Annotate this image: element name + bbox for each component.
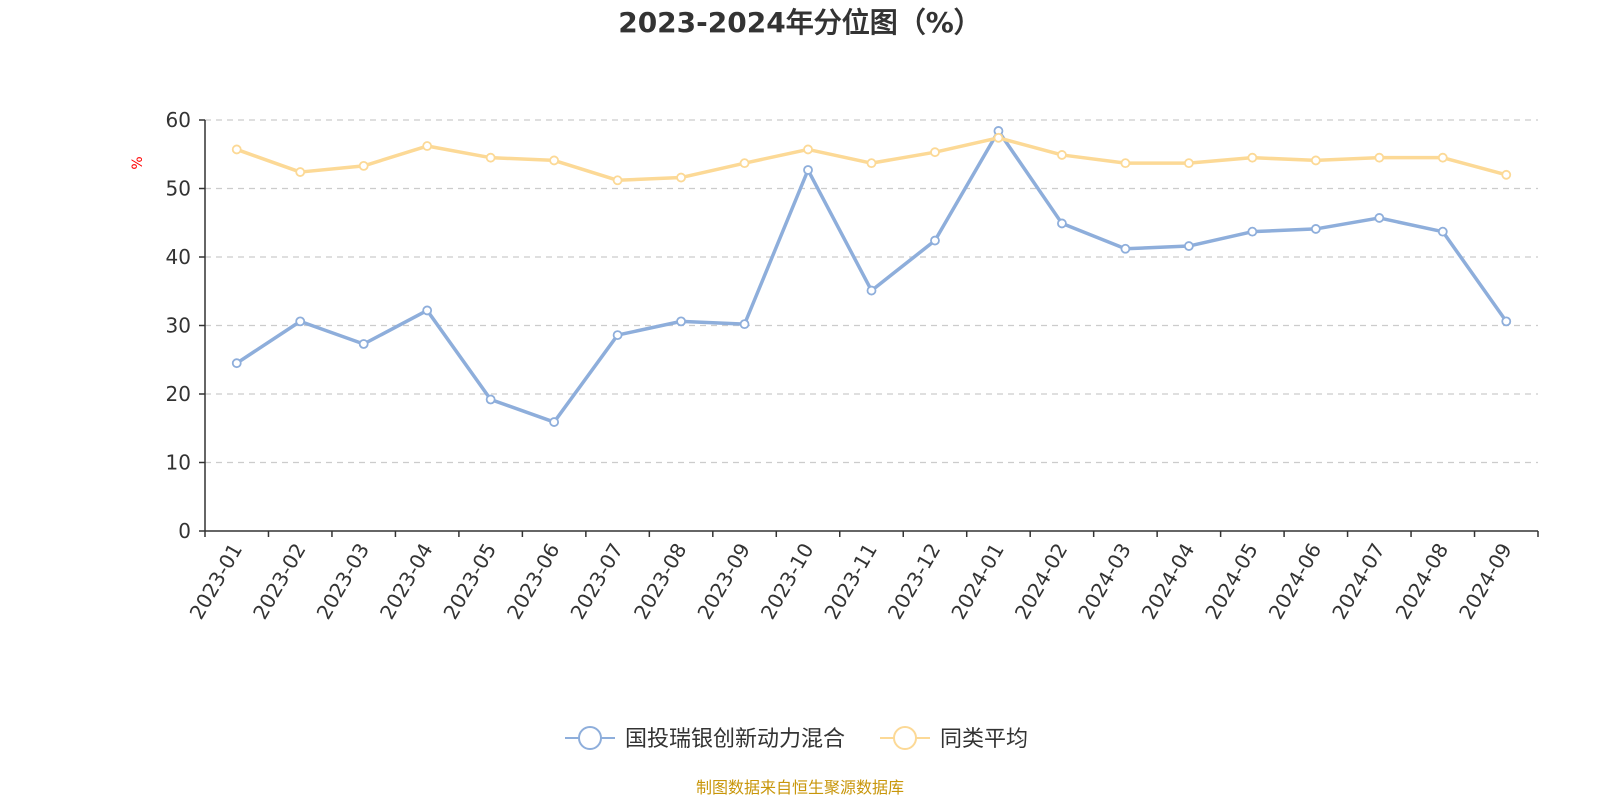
legend-item-2: 同类平均 [880,726,1028,752]
data-point [1120,158,1131,169]
data-point [612,175,623,186]
x-tick-label: 2024-05 [1200,539,1263,623]
data-point [358,160,369,171]
data-point [739,158,750,169]
data-point [1183,241,1194,251]
legend-marker [578,726,602,750]
x-tick-label: 2023-12 [883,539,946,623]
data-point [295,316,306,327]
x-tick-label: 2024-07 [1327,539,1390,623]
x-tick-label: 2024-01 [946,539,1009,623]
x-tick-label: 2023-11 [819,539,882,623]
data-point [1247,152,1258,163]
x-tick-label: 2023-05 [438,539,501,623]
data-point [866,285,877,296]
data-point [231,144,242,155]
legend-label: 国投瑞银创新动力混合 [625,727,845,752]
data-point [866,158,877,169]
data-point [1183,158,1194,169]
data-point [1437,152,1448,163]
x-tick-label: 2023-07 [565,539,628,623]
data-point [1310,155,1321,166]
x-tick-label: 2024-03 [1073,539,1136,623]
data-point [803,144,813,155]
x-tick-label: 2023-02 [248,539,311,623]
y-tick-label: 40 [166,245,191,269]
data-point [803,165,813,175]
series-1 [231,126,1512,427]
x-tick-label: 2024-04 [1137,539,1200,623]
data-point [1310,224,1321,234]
y-axis-label: % [130,156,146,169]
x-tick-label: 2023-10 [756,539,819,623]
y-tick-label: 0 [178,519,191,543]
data-point [422,141,433,151]
data-point [1057,218,1067,229]
data-point [1247,226,1258,237]
data-point [930,235,940,246]
x-tick-label: 2023-01 [185,539,248,623]
series-layer [231,126,1512,427]
x-tick-label: 2024-09 [1454,539,1517,623]
data-point [1437,226,1448,237]
data-point [1501,169,1512,180]
legend: 国投瑞银创新动力混合 同类平均 [565,726,1028,752]
data-point [1120,243,1131,254]
data-point [231,358,242,369]
x-tick-label: 2023-04 [375,539,438,623]
x-tick-label: 2024-02 [1010,539,1073,623]
source-note: 制图数据来自恒生聚源数据库 [696,778,904,797]
data-point [1374,152,1385,163]
data-point [485,152,496,163]
chart-title: 2023-2024年分位图（%） [618,6,982,39]
data-point [485,394,496,405]
x-tick-label: 2023-08 [629,539,692,623]
data-point [676,316,686,327]
data-point [1374,213,1385,223]
data-point [612,330,623,340]
y-tick-label: 10 [166,451,191,475]
y-tick-label: 50 [166,177,191,201]
data-point [358,339,369,349]
grid-lines [205,119,1538,464]
series-2 [231,132,1512,186]
data-point [1057,150,1067,160]
x-tick-label: 2023-09 [692,539,755,623]
x-tick-label: 2023-06 [502,539,565,623]
data-point [676,172,686,183]
y-tick-label: 20 [166,382,191,406]
x-tick-label: 2024-06 [1264,539,1327,623]
series-line [234,129,1509,424]
data-point [993,132,1004,143]
data-point [549,417,560,427]
data-point [549,155,560,166]
data-point [295,167,306,177]
data-point [422,305,433,316]
x-tick-label: 2024-08 [1391,539,1454,623]
y-tick-label: 60 [166,108,191,132]
data-point [739,319,750,330]
legend-marker [893,726,917,750]
y-tick-label: 30 [166,314,191,338]
legend-item-1: 国投瑞银创新动力混合 [565,726,845,752]
data-point [930,147,940,158]
x-tick-label: 2023-03 [312,539,375,623]
legend-label: 同类平均 [940,727,1028,752]
data-point [1501,316,1512,327]
